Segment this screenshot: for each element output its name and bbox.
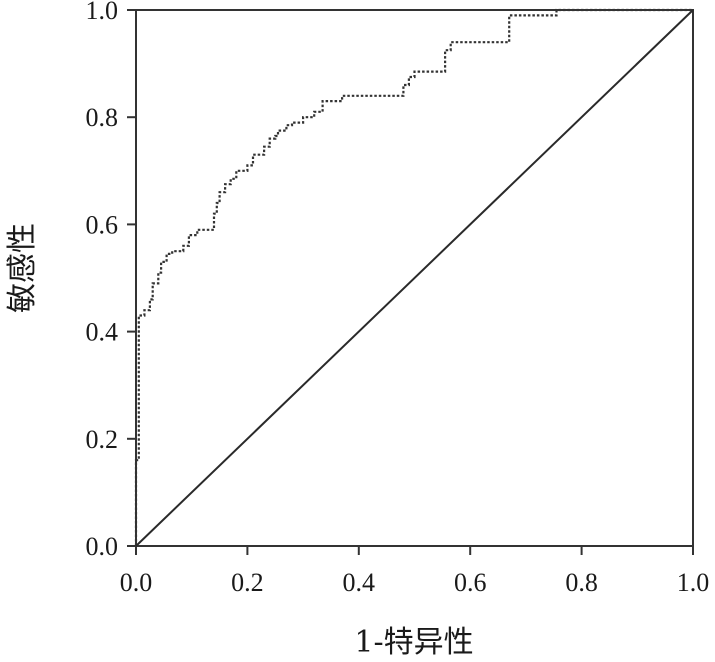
y-tick-label: 0.8 <box>86 103 119 132</box>
x-tick-label: 0.2 <box>231 568 264 597</box>
y-axis: 0.0 0.2 0.4 0.6 0.8 1.0 <box>86 0 136 561</box>
x-axis-title: 1-特异性 <box>354 625 473 660</box>
y-tick-label: 1.0 <box>86 0 119 25</box>
x-tick-label: 0.6 <box>454 568 487 597</box>
reference-diagonal-line <box>135 9 694 547</box>
x-axis: 0.0 0.2 0.4 0.6 0.8 1.0 <box>120 546 710 597</box>
plot-area-frame <box>135 9 694 547</box>
x-tick-label: 0.8 <box>565 568 598 597</box>
x-tick-label: 1.0 <box>677 568 710 597</box>
y-tick-label: 0.6 <box>86 210 119 239</box>
x-tick-label: 0.4 <box>343 568 376 597</box>
y-tick-label: 0.2 <box>86 425 119 454</box>
roc-curve-line <box>134 8 693 546</box>
y-tick-label: 0.0 <box>86 532 119 561</box>
y-axis-title: 敏感性 <box>5 223 40 313</box>
series-layer <box>134 8 694 547</box>
x-tick-label: 0.0 <box>120 568 153 597</box>
y-tick-label: 0.4 <box>86 318 119 347</box>
